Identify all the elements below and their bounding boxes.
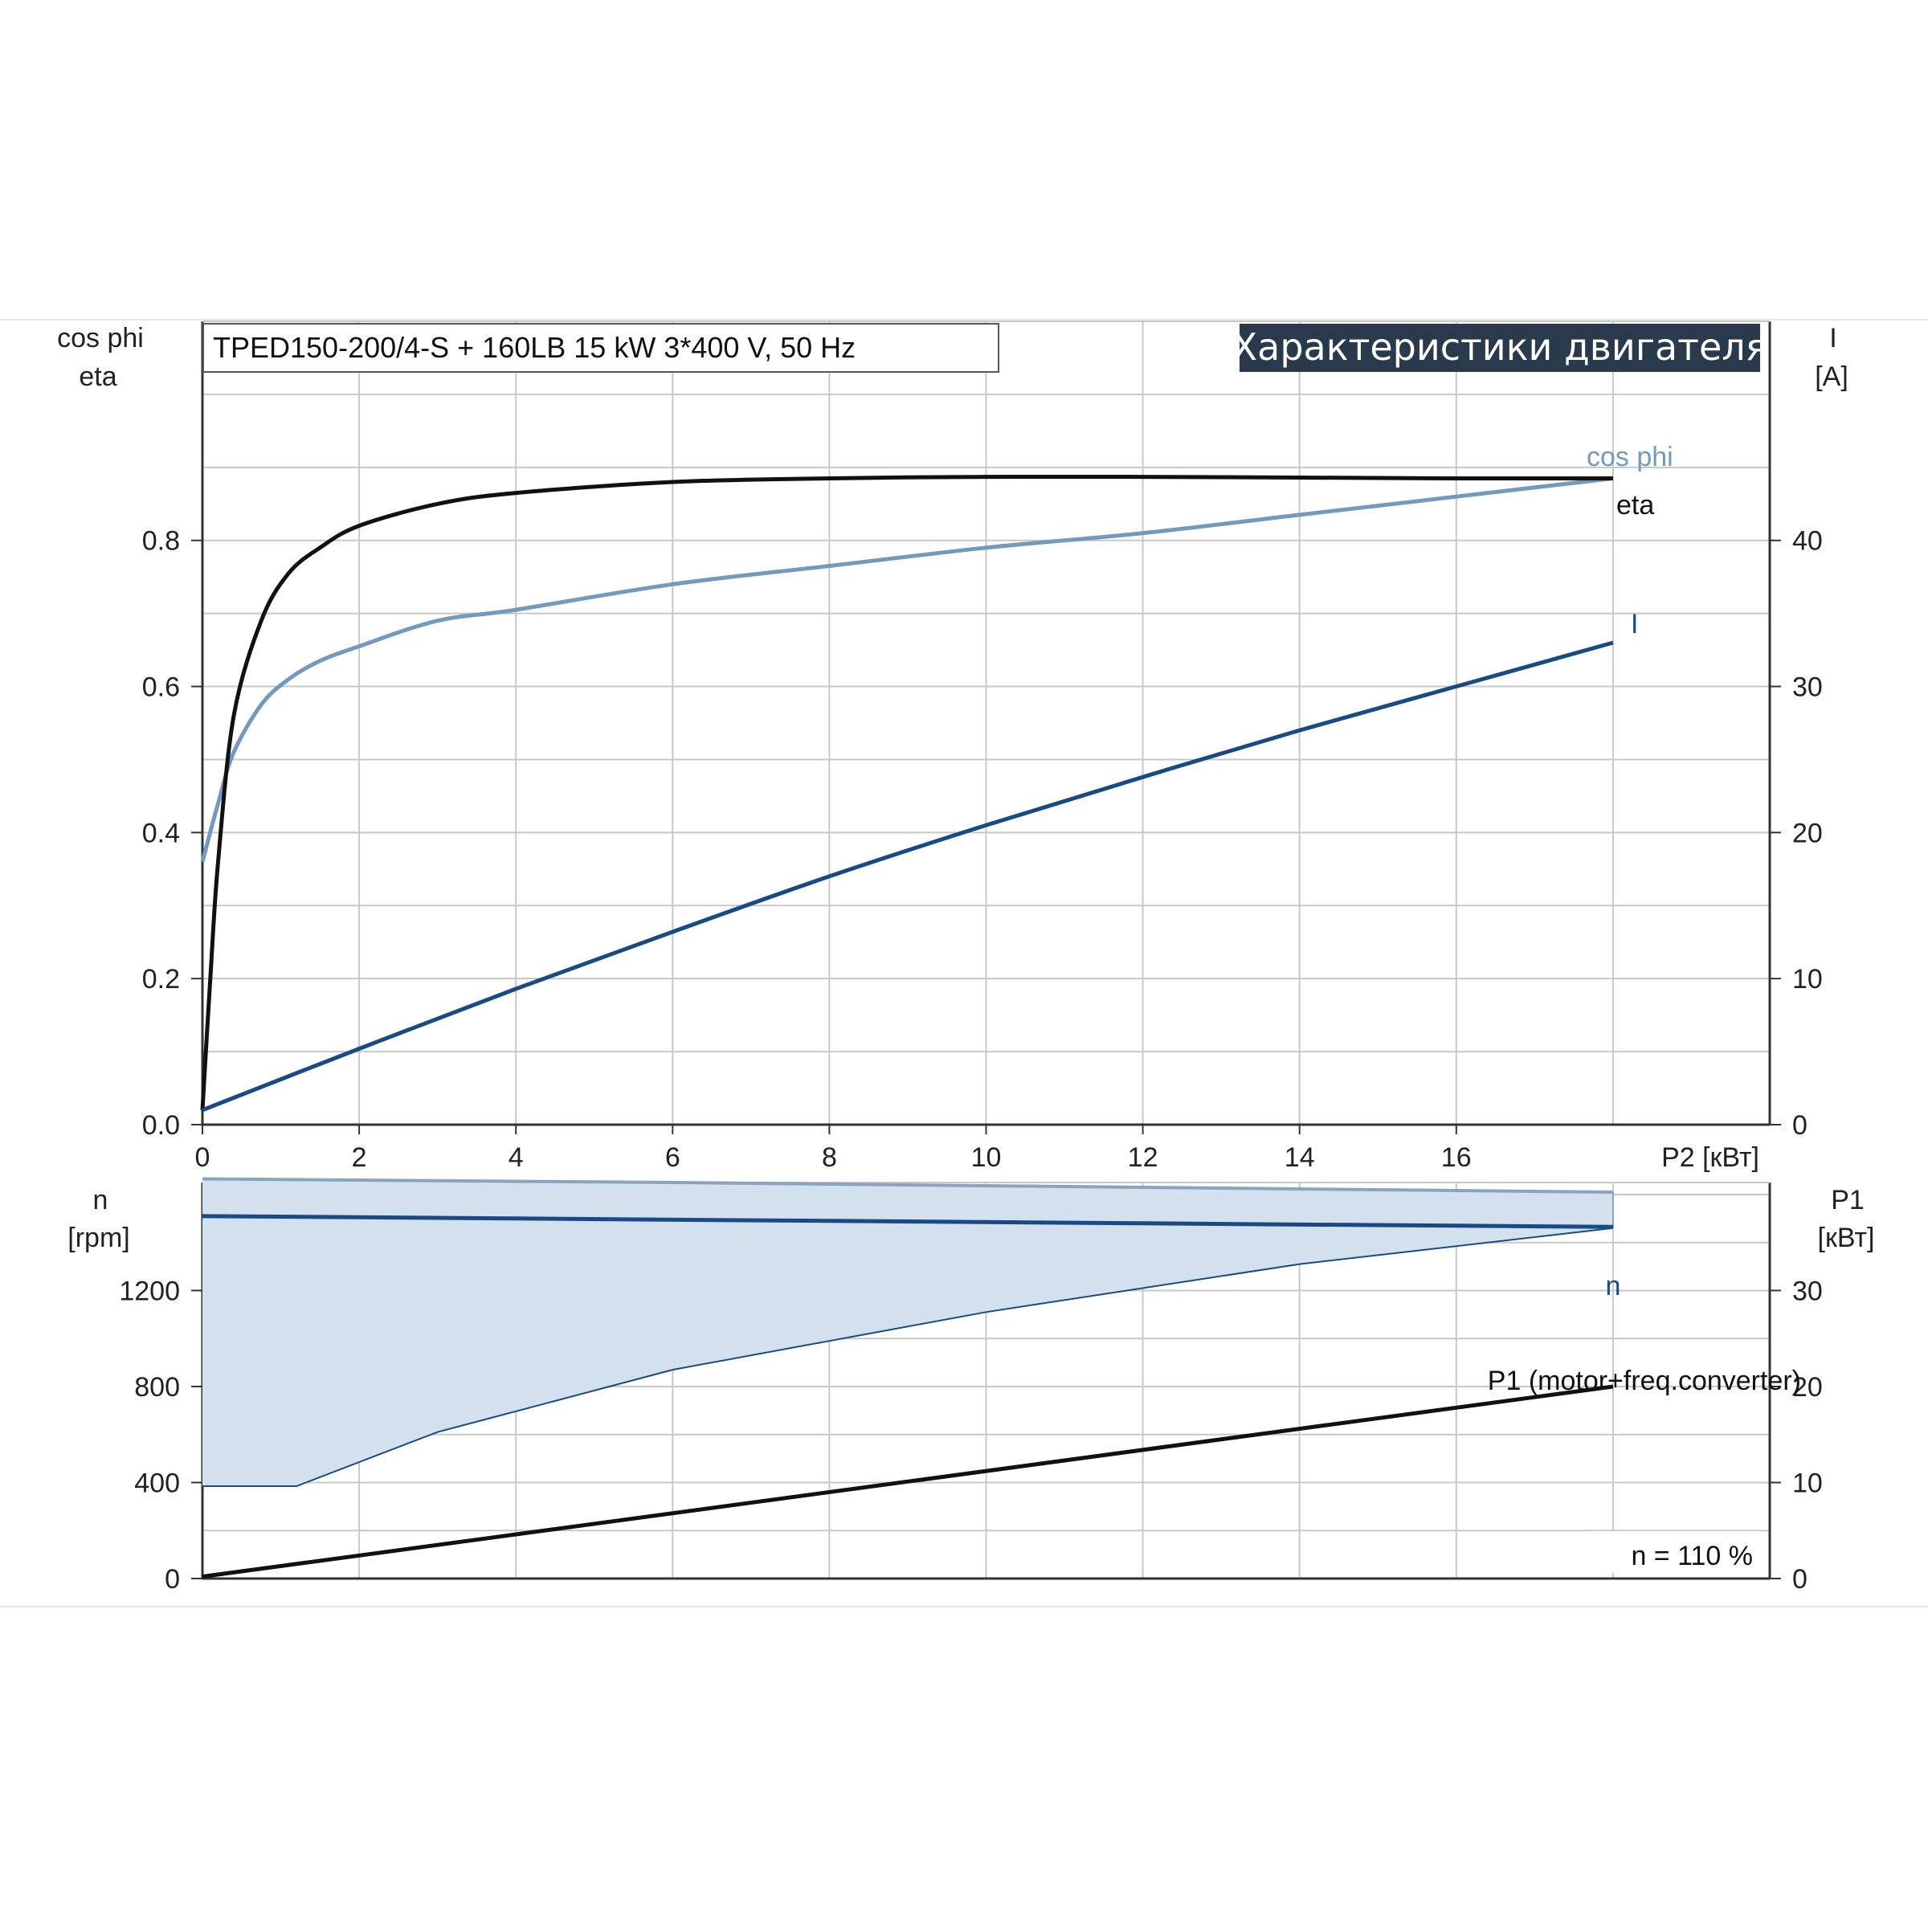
x-tick-label: 4	[509, 1142, 524, 1173]
cos-phi-curve-label: cos phi	[1587, 442, 1673, 472]
p1-curve	[202, 1384, 1614, 1579]
right-tick-label: 40	[1792, 526, 1823, 557]
speed-band-upper-edge	[202, 1177, 1613, 1194]
x-tick-label: 8	[822, 1142, 837, 1173]
bottom-series	[202, 1177, 1614, 1579]
right-tick-label: 20	[1792, 818, 1823, 848]
p1-axis-label-line2: [кВт]	[1818, 1223, 1875, 1253]
top-grid	[201, 321, 1771, 1126]
x-tick-label: 0	[195, 1142, 210, 1173]
left-tick-label: 0.6	[142, 672, 180, 703]
annotation-box	[1591, 1531, 1759, 1573]
speed-band-lower-edge	[202, 1227, 1614, 1487]
subtitle-box	[202, 323, 999, 373]
left-tick-label: 0	[165, 1564, 180, 1595]
current-curve-label: I	[1631, 609, 1638, 639]
left-tick-label: 400	[134, 1468, 180, 1498]
right-tick-label: 30	[1792, 672, 1823, 703]
top-chart: 0.0 0.2 0.4 0.6 0.8 0 10 20 30 40 0 2 4 6 8 10 12 14 16 TP…	[57, 321, 1848, 1173]
n-axis-label-line2: [rpm]	[67, 1223, 129, 1253]
top-ticks: 0.0 0.2 0.4 0.6 0.8 0 10 20 30 40 0 2 4 6 8 10 12 14 16	[142, 526, 1823, 1173]
top-series	[200, 474, 1614, 1113]
eta-curve-label: eta	[1616, 490, 1654, 521]
left-tick-label: 0.2	[142, 964, 180, 995]
bottom-fill	[202, 1178, 1613, 1486]
x-tick-label: 2	[352, 1142, 367, 1173]
cos-phi-curve	[200, 476, 1614, 863]
left-tick-label: 800	[134, 1372, 180, 1403]
x-tick-label: 10	[971, 1142, 1002, 1173]
right-tick-label: 0	[1792, 1110, 1808, 1141]
right-tick-label: 10	[1792, 964, 1823, 995]
right-tick-label: 30	[1792, 1276, 1823, 1306]
bottom-chart: 0 400 800 1200 0 10 20 30 n [rpm] P1 [кВт] n P1…	[67, 1177, 1875, 1595]
x-tick-label: 6	[665, 1142, 680, 1173]
left-tick-label: 0.4	[142, 818, 180, 848]
x-axis-label: P2 [кВт]	[1661, 1142, 1759, 1173]
right-tick-label: 0	[1792, 1564, 1808, 1595]
left-tick-label: 0.8	[142, 526, 180, 557]
eta-curve	[200, 474, 1613, 1110]
right-tick-label: 20	[1792, 1372, 1823, 1403]
n-axis-label-line1: n	[93, 1185, 108, 1215]
current-curve	[202, 640, 1614, 1113]
n-curve-label: n	[1606, 1271, 1621, 1301]
chart-banner: Характеристики двигателя	[1232, 325, 1768, 369]
banner-background	[1240, 324, 1760, 372]
left-tick-label: 1200	[119, 1276, 180, 1306]
bottom-ticks: 0 400 800 1200 0 10 20 30	[119, 1276, 1822, 1595]
right-axis-label-line2: [A]	[1815, 361, 1848, 392]
x-tick-label: 12	[1128, 1142, 1158, 1173]
speed-curve	[202, 1214, 1613, 1229]
left-axis-label-line1: cos phi	[57, 323, 144, 353]
right-tick-label: 10	[1792, 1468, 1823, 1498]
x-tick-label: 16	[1441, 1142, 1472, 1173]
left-tick-label: 0.0	[142, 1110, 180, 1141]
x-tick-label: 14	[1285, 1142, 1315, 1173]
left-axis-label-line2: eta	[79, 361, 116, 392]
speed-range-band	[202, 1178, 1613, 1486]
speed-annotation: n = 110 %	[1631, 1541, 1753, 1571]
p1-curve-label: P1 (motor+freq.converter)	[1488, 1366, 1801, 1396]
right-axis-label-line1: I	[1829, 323, 1836, 353]
chart-subtitle: TPED150-200/4-S + 160LB 15 kW 3*400 V, 5…	[213, 331, 856, 364]
p1-axis-label-line1: P1	[1831, 1185, 1865, 1215]
